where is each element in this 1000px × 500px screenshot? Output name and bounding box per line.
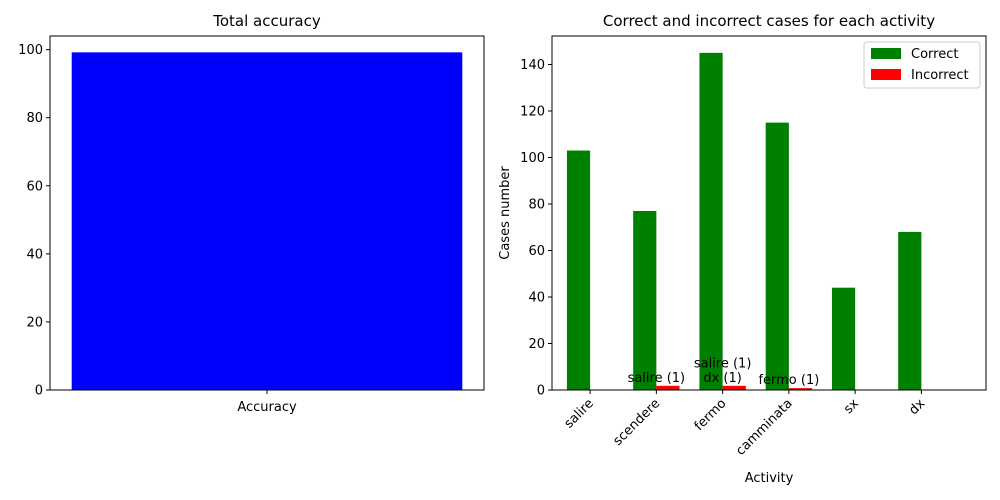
bar-incorrect-fermo [722, 385, 746, 390]
x-axis-label: Activity [745, 471, 794, 486]
plot-frame [49, 35, 485, 391]
y-tick-label: 60 [528, 244, 545, 259]
y-axis-ticks: 0 20 40 60 80 100 [18, 43, 50, 399]
bar-correct-fermo [699, 52, 723, 390]
y-tick-label: 40 [26, 247, 43, 262]
y-tick-label: 140 [520, 58, 545, 73]
total-accuracy-chart: Total accuracy 0 20 40 60 80 100 Accuracy [18, 12, 485, 415]
y-tick-label: 0 [35, 384, 43, 399]
bar-accuracy [71, 52, 463, 390]
bar-correct-scendere [633, 210, 657, 390]
legend-label-incorrect: Incorrect [911, 68, 969, 83]
bar-correct-sx [831, 287, 856, 390]
y-tick-label: 0 [537, 384, 545, 399]
plot-frame [551, 35, 987, 391]
bar-annotation: dx (1) [703, 371, 742, 386]
legend-swatch-correct [871, 48, 901, 59]
y-tick-label: 100 [18, 43, 43, 58]
annotation-layer: salire (1)salire (1)dx (1) fermo (1) [628, 356, 820, 388]
y-tick-label: 60 [26, 179, 43, 194]
bar-layer [566, 52, 922, 390]
bar-correct-camminata [765, 122, 789, 390]
legend: Correct Incorrect [863, 41, 981, 89]
bar-correct-dx [898, 231, 922, 390]
legend-swatch-incorrect [871, 69, 901, 80]
y-tick-label: 40 [528, 290, 545, 305]
bar-annotation: fermo (1) [758, 373, 819, 388]
y-tick-label: 80 [26, 111, 43, 126]
y-axis-ticks: 0 20 40 60 80 100 120 140 [520, 58, 552, 399]
bar-layer [71, 52, 463, 390]
y-tick-label: 120 [520, 104, 545, 119]
y-tick-label: 20 [528, 337, 545, 352]
y-tick-label: 20 [26, 315, 43, 330]
bar-annotation: salire (1) [628, 371, 686, 386]
x-axis-ticks: Accuracy [237, 390, 297, 415]
y-tick-label: 100 [520, 151, 545, 166]
y-axis-label: Cases number [498, 166, 513, 260]
bar-annotation: salire (1) [694, 356, 752, 371]
bar-correct-salire [566, 150, 591, 390]
y-tick-label: 80 [528, 197, 545, 212]
chart-title: Total accuracy [212, 12, 321, 30]
legend-label-correct: Correct [911, 47, 958, 62]
x-tick-label: Accuracy [237, 400, 297, 415]
chart-title: Correct and incorrect cases for each act… [603, 12, 935, 30]
bar-incorrect-scendere [656, 385, 680, 390]
bar-incorrect-camminata [788, 388, 813, 390]
